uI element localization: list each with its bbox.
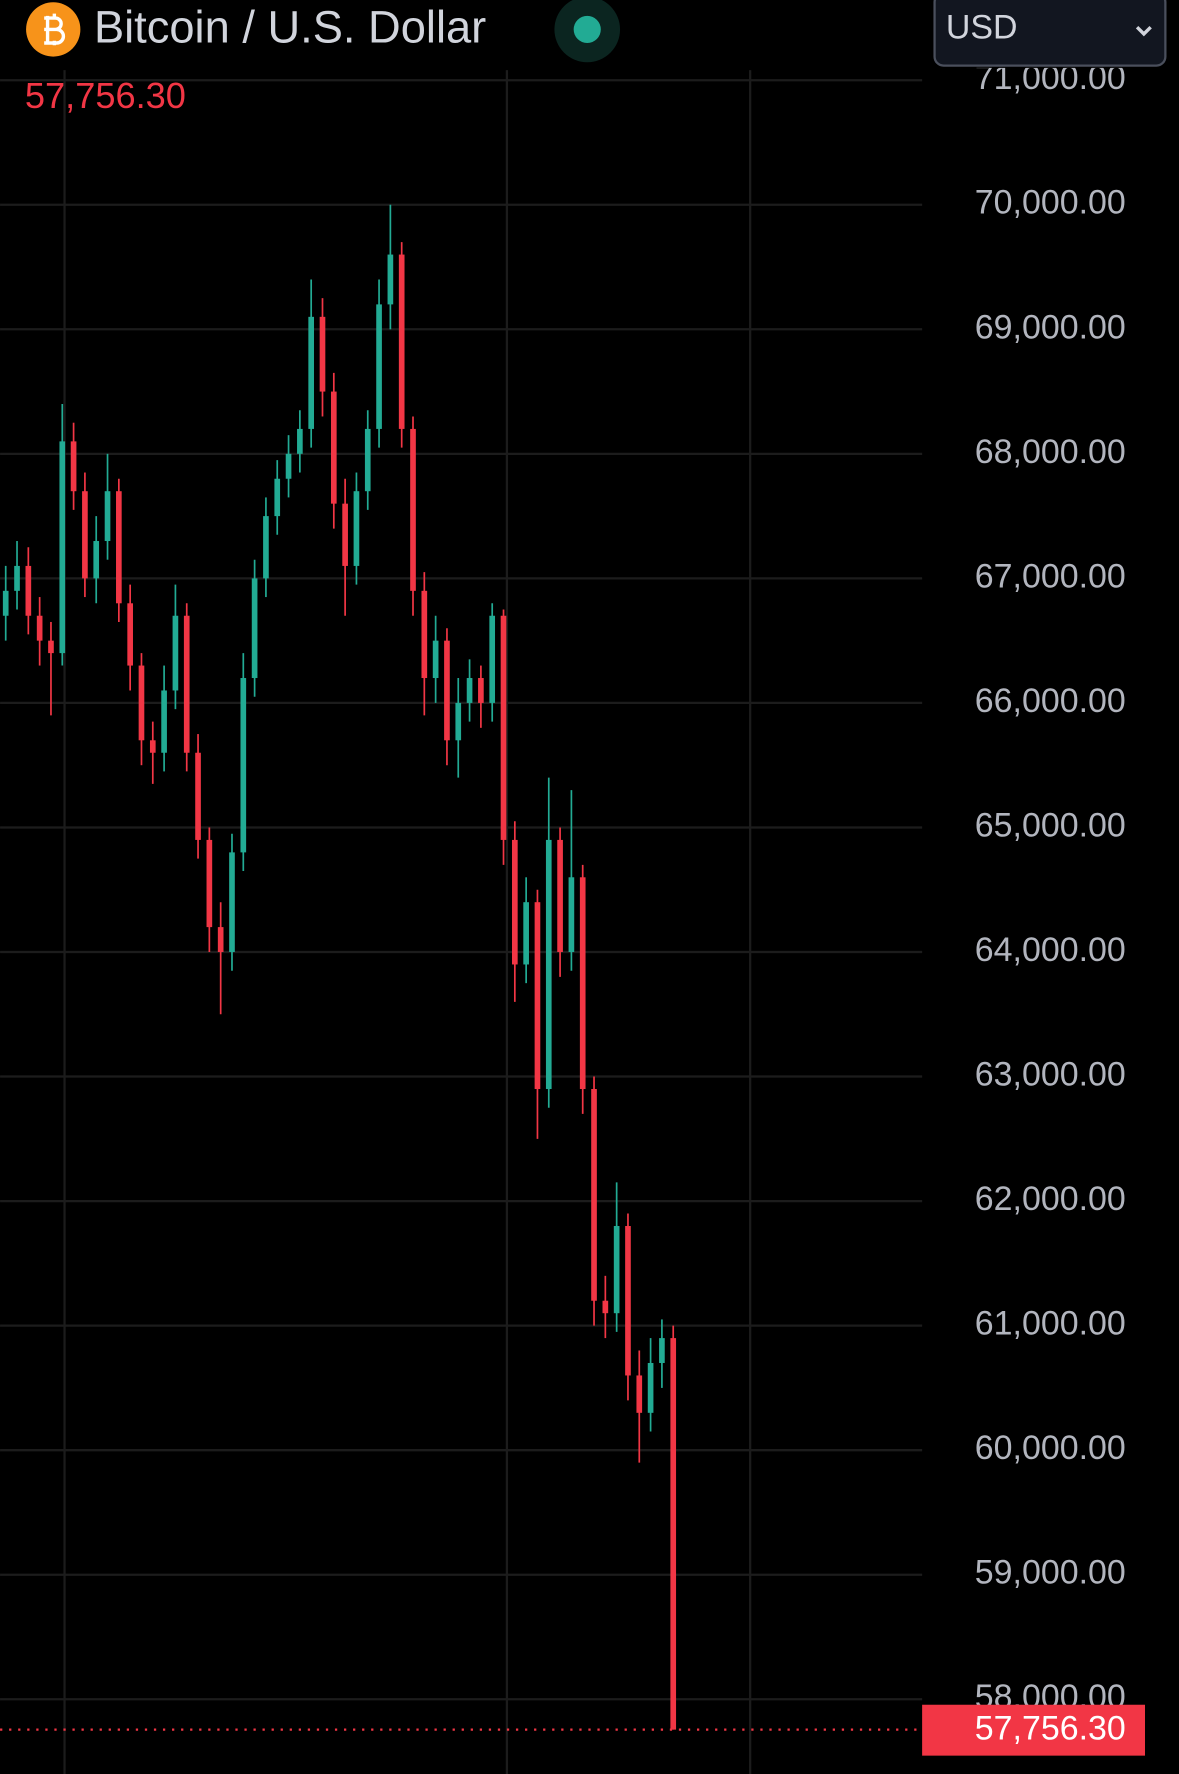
candle-body xyxy=(229,852,235,953)
y-tick-label: 61,000.00 xyxy=(975,1305,1126,1343)
candle-body xyxy=(376,304,382,429)
candle-body xyxy=(613,1226,620,1314)
candle-body xyxy=(636,1375,643,1413)
candle-body xyxy=(104,491,111,542)
candle-body xyxy=(59,441,66,654)
header: Bitcoin / U.S. Dollar 57,756.30 USD xyxy=(25,0,1167,116)
candle-body xyxy=(545,839,552,1090)
candle-body xyxy=(319,316,326,392)
header-bg xyxy=(0,0,928,71)
price-marker: 57,756.30 xyxy=(0,1704,1146,1756)
candle-body xyxy=(263,516,269,579)
candle-body xyxy=(398,254,405,429)
candle-body xyxy=(410,428,416,591)
y-tick-label: 67,000.00 xyxy=(975,557,1126,595)
candle-body xyxy=(625,1226,631,1376)
candle-body xyxy=(330,391,337,504)
y-tick-label: 64,000.00 xyxy=(975,931,1126,969)
candle-body xyxy=(183,615,190,753)
candle-body xyxy=(2,590,9,616)
candle-body xyxy=(14,565,20,591)
candle-body xyxy=(421,590,428,679)
candle-body xyxy=(251,578,258,679)
candle-body xyxy=(523,902,529,965)
candle-body xyxy=(25,565,32,616)
candle-body xyxy=(500,615,507,840)
y-tick-label: 66,000.00 xyxy=(975,682,1126,720)
candle-body xyxy=(149,740,156,753)
candle-body xyxy=(70,441,77,492)
chevron xyxy=(1135,25,1152,37)
candle-body xyxy=(36,615,43,641)
candle-body xyxy=(353,491,360,566)
candle-body xyxy=(82,491,88,579)
candle-body xyxy=(466,678,473,703)
candle-body xyxy=(557,839,563,953)
candle-body xyxy=(647,1363,654,1413)
candle-body xyxy=(579,877,586,1090)
status-dot xyxy=(573,15,601,43)
candle-body xyxy=(602,1300,609,1314)
candle-body xyxy=(206,839,213,928)
candle-body xyxy=(172,615,179,691)
candle-body xyxy=(297,428,303,454)
candle-body xyxy=(364,428,371,492)
candle-body xyxy=(444,640,450,741)
candle-body xyxy=(274,478,281,517)
y-tick-label: 68,000.00 xyxy=(975,433,1126,471)
candle-body xyxy=(432,640,439,679)
currency-select[interactable]: USD xyxy=(933,0,1167,67)
candle-body xyxy=(217,927,224,953)
current-price: 57,756.30 xyxy=(25,75,186,116)
y-tick-label: 63,000.00 xyxy=(975,1056,1126,1094)
candle-body xyxy=(568,877,575,953)
candle-body xyxy=(308,316,315,429)
candle-body xyxy=(195,752,201,840)
candle-body xyxy=(127,603,133,666)
y-tick-label: 70,000.00 xyxy=(975,184,1126,222)
candle-body xyxy=(387,254,394,305)
y-tick-label: 60,000.00 xyxy=(975,1429,1126,1467)
y-tick-label: 62,000.00 xyxy=(975,1180,1126,1218)
candle-body xyxy=(489,615,496,703)
candle-body xyxy=(48,640,54,654)
candle-body xyxy=(591,1089,597,1301)
candle-body xyxy=(93,541,100,579)
y-tick-label: 65,000.00 xyxy=(975,806,1126,844)
candle-body xyxy=(478,678,484,703)
bitcoin-symbol xyxy=(44,13,66,46)
candle-body xyxy=(455,702,462,741)
candle-body xyxy=(116,491,122,604)
last-price-tag xyxy=(922,1704,1146,1756)
y-axis: 71,000.0070,000.0069,000.0068,000.0067,0… xyxy=(975,59,1126,1716)
currency[interactable]: USD xyxy=(946,8,1018,46)
grid xyxy=(0,79,923,1701)
y-tick-label: 69,000.00 xyxy=(975,308,1126,346)
candles xyxy=(2,204,677,1730)
title: Bitcoin / U.S. Dollar xyxy=(94,2,486,53)
candle-body xyxy=(659,1338,665,1364)
candle-body xyxy=(138,665,145,741)
y-tick-label: 59,000.00 xyxy=(975,1554,1126,1592)
candle-body xyxy=(512,839,518,965)
candle-body xyxy=(534,902,541,1090)
select-box[interactable] xyxy=(933,0,1167,67)
candle-body xyxy=(285,453,292,479)
candle-body xyxy=(670,1338,677,1730)
last-price-label: 57,756.30 xyxy=(975,1710,1126,1748)
candle-body xyxy=(240,678,247,853)
candle-body xyxy=(342,503,348,566)
candle-body xyxy=(161,690,167,753)
